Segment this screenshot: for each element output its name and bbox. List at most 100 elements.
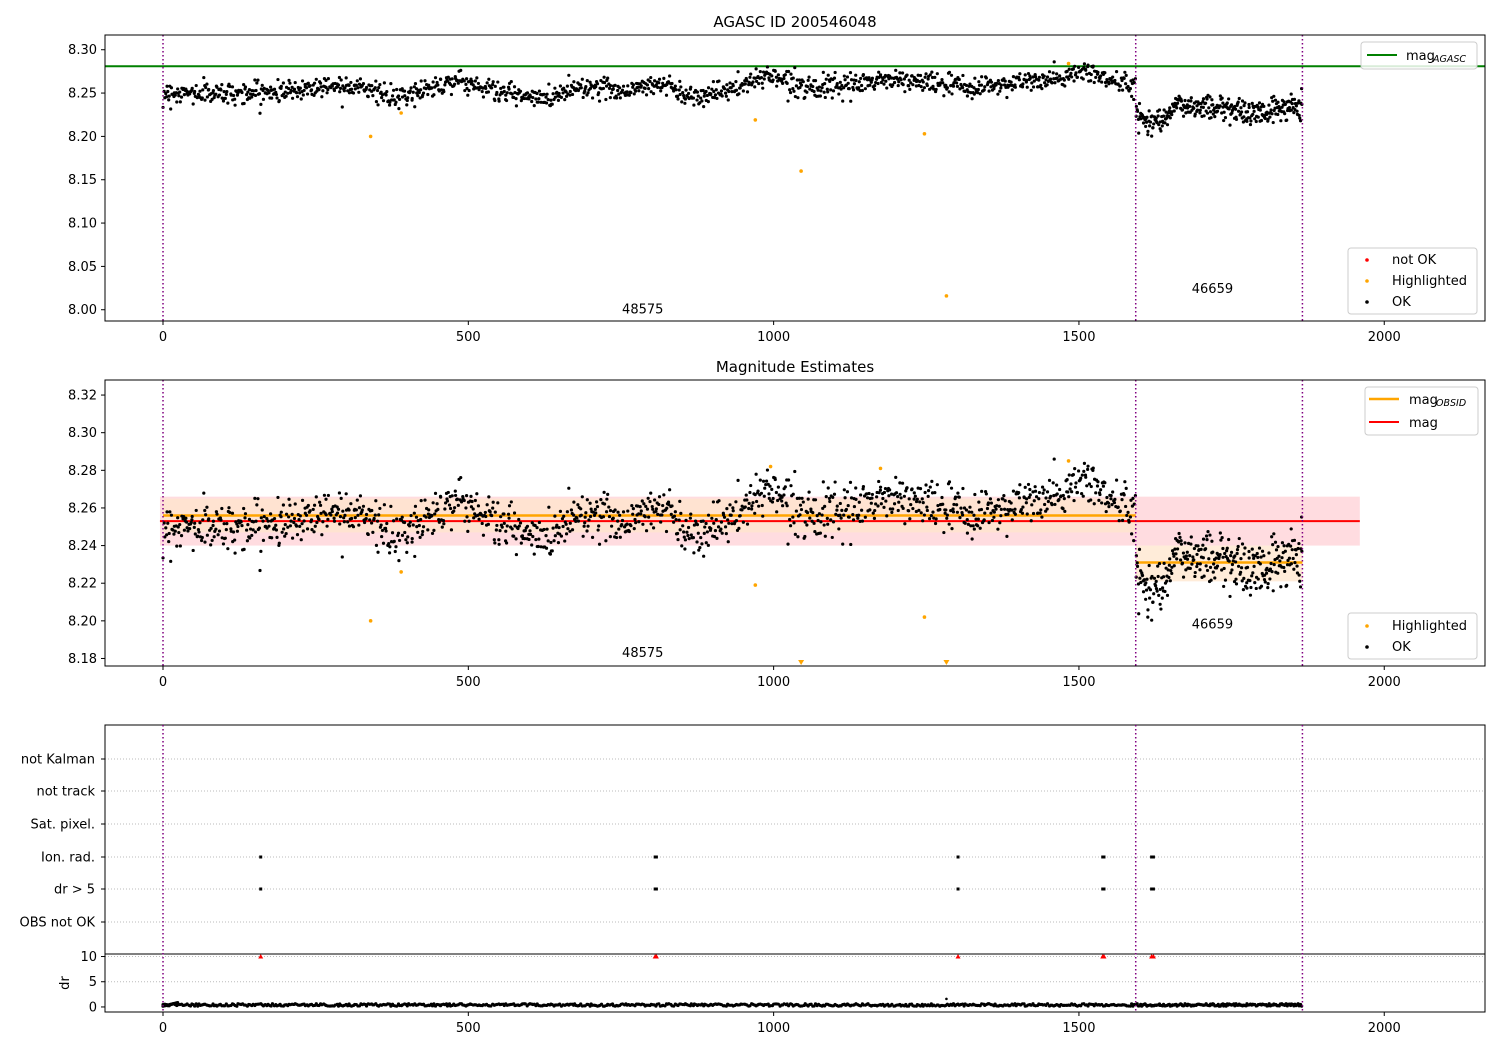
ok-point (818, 531, 822, 535)
ok-point (806, 497, 810, 501)
ok-point (1117, 88, 1121, 92)
ok-point (1055, 483, 1059, 487)
y-tick-label: 0 (89, 1000, 97, 1015)
ok-point (545, 527, 549, 531)
ok-point (949, 509, 953, 513)
ok-point (424, 515, 428, 519)
legend-label: mag (1409, 393, 1438, 408)
ok-point (1025, 497, 1029, 501)
ok-point (723, 525, 728, 529)
ok-point (1045, 490, 1050, 494)
ok-point (459, 500, 464, 504)
ok-point (295, 95, 300, 99)
ok-point (1033, 75, 1038, 79)
ok-point (821, 70, 825, 74)
ok-point (858, 88, 862, 93)
ok-point (1023, 73, 1027, 77)
highlighted-points (368, 61, 1071, 298)
ok-point (544, 534, 548, 538)
ok-point (940, 495, 944, 500)
ok-point (255, 503, 259, 507)
ok-point (325, 91, 329, 95)
ok-point (255, 81, 259, 85)
ok-point (703, 525, 707, 529)
ok-point (212, 96, 216, 100)
y-tick-label: 8.30 (68, 426, 97, 441)
ok-point (1289, 92, 1293, 96)
ok-point (1096, 480, 1100, 484)
ok-point (502, 85, 506, 89)
ok-point (874, 502, 878, 506)
ok-point (400, 533, 405, 538)
ok-point (672, 89, 676, 93)
ok-point (388, 100, 392, 104)
ok-point (1172, 564, 1176, 568)
ok-point (851, 513, 855, 517)
ok-point (197, 93, 201, 98)
ok-point (761, 70, 766, 74)
ok-point (259, 549, 263, 553)
ok-point (380, 528, 385, 533)
ok-point (1146, 129, 1150, 133)
ok-point (803, 95, 807, 100)
ok-point (947, 522, 951, 526)
ok-point (873, 508, 877, 513)
ok-point (884, 79, 888, 83)
ok-point (884, 499, 888, 503)
ok-point (807, 490, 811, 494)
ok-point (826, 522, 830, 526)
ok-point (747, 80, 751, 84)
ok-point (207, 517, 211, 521)
ok-point (165, 533, 169, 537)
ok-point (1037, 78, 1041, 82)
ok-point (243, 512, 248, 516)
ok-point (902, 494, 906, 498)
ok-point (992, 515, 996, 519)
ok-point (1266, 117, 1270, 121)
ok-point (626, 84, 630, 88)
flag-point (1150, 855, 1154, 859)
ok-point (1152, 576, 1157, 580)
ok-point (231, 530, 236, 534)
ok-point (631, 83, 635, 87)
ok-point (788, 524, 793, 528)
ok-point (749, 483, 753, 488)
ok-point (1124, 504, 1128, 509)
ok-point (235, 529, 240, 533)
ok-point (910, 487, 914, 491)
x-tick-label: 2000 (1368, 330, 1401, 345)
ok-point (260, 508, 264, 512)
dr-point (1045, 1002, 1050, 1006)
ok-point (928, 73, 932, 77)
ok-point (1130, 532, 1134, 536)
ok-point (406, 535, 410, 539)
ok-point (1013, 507, 1017, 511)
ok-point (1062, 497, 1066, 501)
dr-point (657, 1002, 661, 1006)
ok-point (528, 532, 533, 536)
ok-point (1144, 581, 1148, 585)
ok-point (523, 96, 527, 101)
ok-point (706, 543, 710, 547)
ok-point (205, 95, 209, 99)
ok-point (780, 499, 784, 503)
ok-point (475, 492, 479, 496)
ok-point (161, 556, 165, 560)
ok-point (861, 484, 866, 489)
ok-point (633, 517, 637, 522)
ok-point (364, 85, 369, 90)
ok-point (299, 538, 303, 542)
ok-point (1091, 466, 1095, 470)
ok-point (512, 95, 516, 100)
ok-point (1268, 577, 1272, 581)
ok-point (646, 496, 650, 500)
ok-point (1223, 578, 1228, 582)
ok-point (518, 521, 523, 525)
ok-point (770, 500, 775, 504)
ok-point (1167, 109, 1171, 113)
ok-point (921, 519, 925, 523)
ok-point (1206, 530, 1210, 534)
ok-point (835, 504, 839, 508)
ok-point (918, 500, 922, 504)
